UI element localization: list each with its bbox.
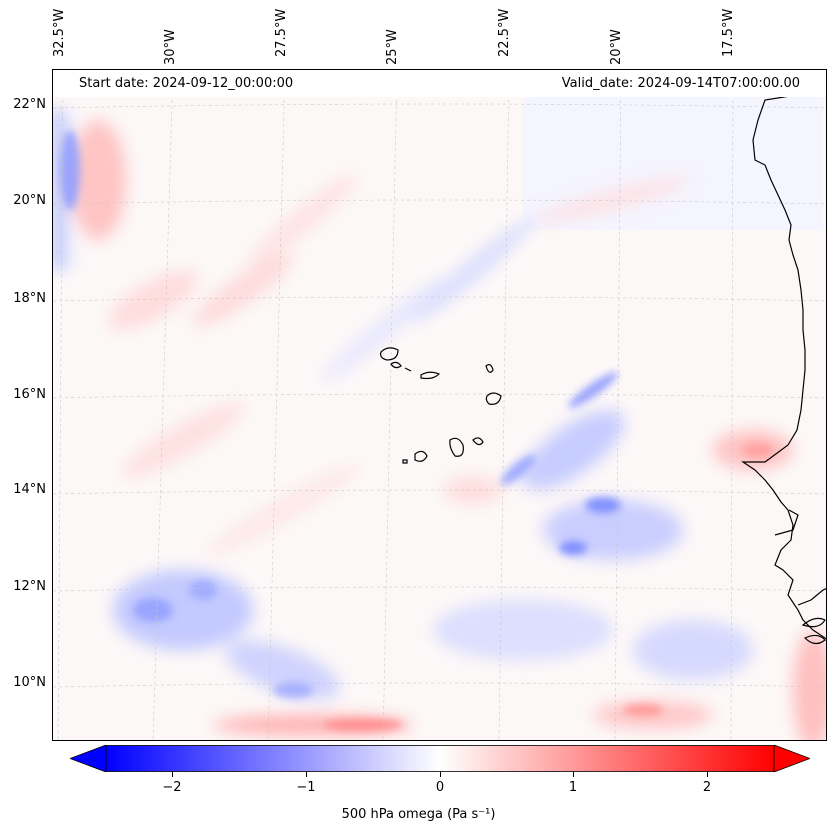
lon-label-27.5W: 27.5°W xyxy=(274,8,289,57)
lat-label-22N: 22°N xyxy=(13,97,46,112)
cape-verde-brava xyxy=(402,459,408,464)
colorbar-extend-max xyxy=(773,744,812,773)
lon-label-32.5W: 32.5°W xyxy=(52,8,67,57)
cape-verde-santa-luzia xyxy=(404,367,412,372)
colorbar xyxy=(68,744,812,773)
lat-label-18N: 18°N xyxy=(13,291,46,306)
start-date-label: Start date: 2024-09-12_00:00:00 xyxy=(53,70,826,97)
lon-label-30W: 30°W xyxy=(163,29,178,65)
cb-tick-neg2: −2 xyxy=(162,780,182,795)
field-sharp-anomalies xyxy=(60,130,774,731)
lat-label-20N: 20°N xyxy=(13,193,46,208)
valid-date-label: Valid_date: 2024-09-14T07:00:00.00 xyxy=(561,76,800,91)
colorbar-gradient xyxy=(105,745,775,772)
cb-tickmark-1 xyxy=(573,772,574,777)
colorbar-svg xyxy=(68,744,812,773)
lon-label-20W: 20°W xyxy=(609,29,624,65)
coast-islands-south xyxy=(801,617,826,628)
africa-coast xyxy=(741,89,826,640)
cb-tickmark-neg2 xyxy=(172,772,173,777)
cb-tick-2: 2 xyxy=(702,780,712,795)
cape-verde-santo-antao xyxy=(380,347,399,361)
cb-tickmark-0 xyxy=(440,772,441,777)
cb-tick-0: 0 xyxy=(435,780,445,795)
omega-field-map xyxy=(53,70,826,740)
lat-label-10N: 10°N xyxy=(13,675,46,690)
lon-label-22.5W: 22.5°W xyxy=(497,8,512,57)
cape-verde-sal xyxy=(485,364,494,373)
senegal-gambia-coast xyxy=(774,509,799,536)
cb-tickmark-2 xyxy=(707,772,708,777)
lat-label-16N: 16°N xyxy=(13,387,46,402)
graticule xyxy=(53,70,826,740)
cape-verde-santiago xyxy=(449,437,464,457)
cape-verde-sao-vicente xyxy=(390,361,402,369)
lat-label-12N: 12°N xyxy=(13,579,46,594)
cb-tick-neg1: −1 xyxy=(296,780,316,795)
lon-label-17.5W: 17.5°W xyxy=(721,8,736,57)
cape-verde-maio xyxy=(472,437,484,446)
coast-islands-south-2 xyxy=(803,634,826,645)
guinea-bissau-coast xyxy=(797,588,826,606)
cape-verde-sao-nicolau xyxy=(420,371,441,380)
colorbar-extend-min xyxy=(68,744,107,773)
cape-verde-fogo xyxy=(414,450,428,462)
colorbar-label: 500 hPa omega (Pa s⁻¹) xyxy=(341,807,496,822)
cb-tickmark-neg1 xyxy=(306,772,307,777)
cape-verde-boa-vista xyxy=(485,392,502,405)
cb-tick-1: 1 xyxy=(568,780,578,795)
coastlines xyxy=(380,89,826,645)
map-panel[interactable]: Start date: 2024-09-12_00:00:00 Valid_da… xyxy=(52,69,827,741)
lat-label-14N: 14°N xyxy=(13,482,46,497)
lon-label-25W: 25°W xyxy=(385,29,400,65)
